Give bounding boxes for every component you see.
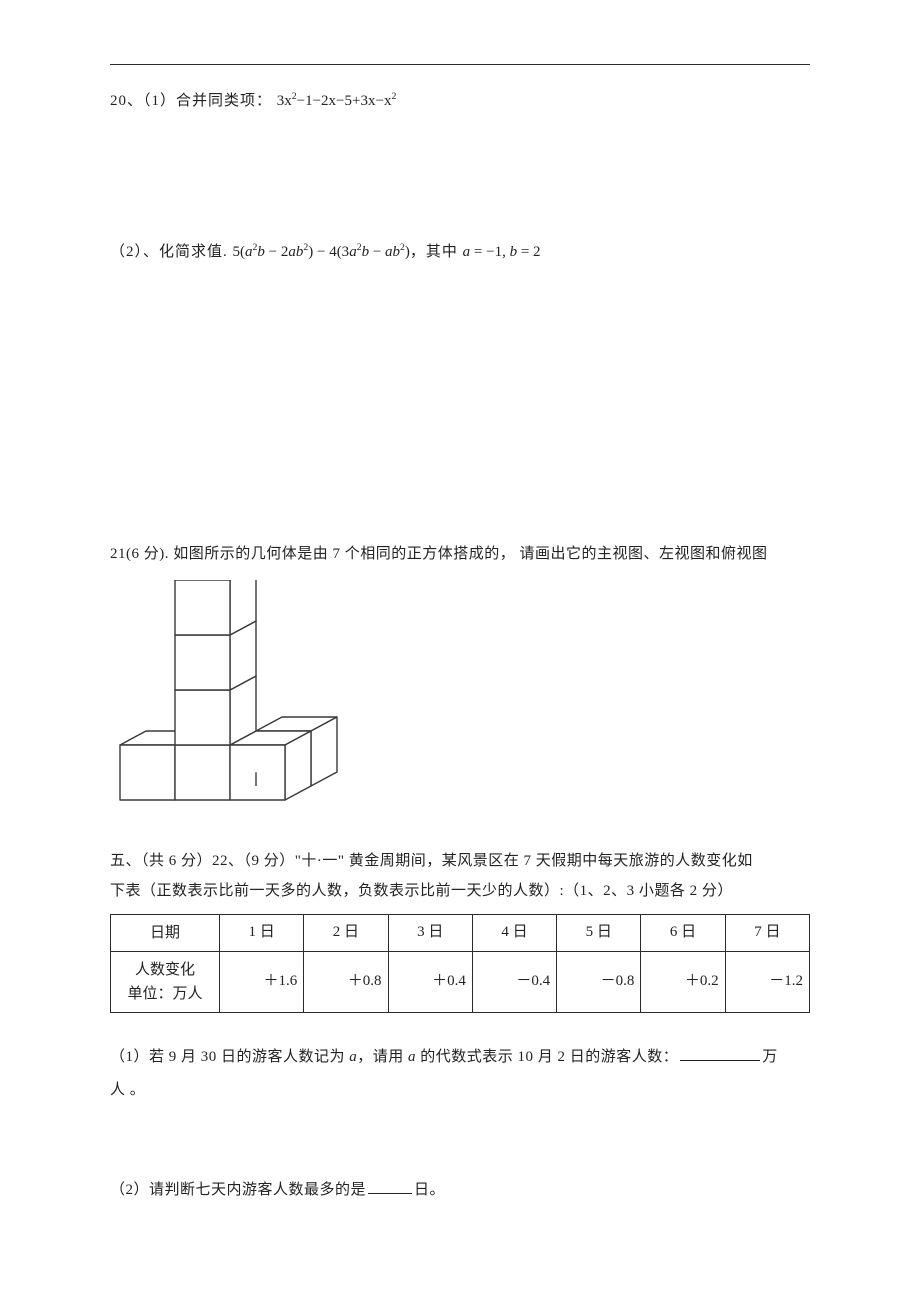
col-day-4: 4 日 bbox=[472, 914, 556, 951]
row-header-change: 人数变化 单位：万人 bbox=[111, 951, 220, 1012]
q22-2-prefix: （2）请判断七天内游客人数最多的是 bbox=[110, 1182, 366, 1198]
blank-answer-1[interactable] bbox=[680, 1046, 760, 1061]
page-top-rule bbox=[110, 64, 810, 65]
q20-2-condition: a = −1, b = 2 bbox=[463, 244, 541, 260]
q22-1-prefix: （1）若 9 月 30 日的游客人数记为 bbox=[110, 1049, 349, 1065]
q22-1-line2: 人 。 bbox=[110, 1082, 145, 1098]
val-day-2: ＋0.8 bbox=[304, 951, 388, 1012]
q20-1-label: 20、（1）合并同类项： bbox=[110, 93, 272, 109]
section-5-intro: 五、（共 6 分）22、（9 分）"十·一" 黄金周期间，某风景区在 7 天假期… bbox=[110, 846, 810, 906]
q20-1-expression: 3x2−1−2x−5+3x−x2 bbox=[277, 93, 397, 109]
q22-2-suffix: 日。 bbox=[414, 1182, 445, 1198]
row-header-line1: 人数变化 bbox=[135, 962, 195, 978]
question-20-2: （2）、化简求值. 5(a2b − 2ab2) − 4(3a2b − ab2)，… bbox=[110, 241, 810, 264]
visitor-change-table: 日期 1 日 2 日 3 日 4 日 5 日 6 日 7 日 人数变化 单位：万… bbox=[110, 914, 810, 1013]
q22-1-mid2: 的代数式表示 10 月 2 日的游客人数： bbox=[416, 1049, 678, 1065]
q22-1-var-a-2: a bbox=[408, 1049, 416, 1065]
row-header-line2: 单位：万人 bbox=[127, 986, 202, 1002]
q20-2-expression: 5(a2b − 2ab2) − 4(3a2b − ab2) bbox=[233, 244, 410, 260]
table-data-row: 人数变化 单位：万人 ＋1.6 ＋0.8 ＋0.4 －0.4 －0.8 ＋0.2… bbox=[111, 951, 810, 1012]
section-5-intro-line2: 下表（正数表示比前一天多的人数，负数表示比前一天少的人数）:（1、2、3 小题各… bbox=[110, 883, 733, 899]
col-day-5: 5 日 bbox=[557, 914, 641, 951]
question-20-1: 20、（1）合并同类项： 3x2−1−2x−5+3x−x2 bbox=[110, 90, 810, 113]
val-day-3: ＋0.4 bbox=[388, 951, 472, 1012]
val-day-5: －0.8 bbox=[557, 951, 641, 1012]
table-header-row: 日期 1 日 2 日 3 日 4 日 5 日 6 日 7 日 bbox=[111, 914, 810, 951]
val-day-6: ＋0.2 bbox=[641, 951, 725, 1012]
question-22-1: （1）若 9 月 30 日的游客人数记为 a，请用 a 的代数式表示 10 月 … bbox=[110, 1041, 810, 1107]
col-day-2: 2 日 bbox=[304, 914, 388, 951]
q22-1-mid: ，请用 bbox=[357, 1049, 408, 1065]
q20-2-cond-prefix: ，其中 bbox=[410, 244, 458, 260]
val-day-4: －0.4 bbox=[472, 951, 556, 1012]
cube-svg bbox=[110, 580, 340, 810]
col-header-date: 日期 bbox=[111, 914, 220, 951]
section-5-intro-line1: 五、（共 6 分）22、（9 分）"十·一" 黄金周期间，某风景区在 7 天假期… bbox=[110, 853, 753, 869]
val-day-1: ＋1.6 bbox=[220, 951, 304, 1012]
col-day-6: 6 日 bbox=[641, 914, 725, 951]
cube-figure bbox=[110, 580, 340, 810]
col-day-1: 1 日 bbox=[220, 914, 304, 951]
col-day-7: 7 日 bbox=[725, 914, 809, 951]
q20-2-label: （2）、化简求值. bbox=[110, 244, 228, 260]
question-21-text: 21(6 分). 如图所示的几何体是由 7 个相同的正方体搭成的， 请画出它的主… bbox=[110, 543, 810, 566]
q22-1-unit-wan: 万 bbox=[762, 1049, 778, 1065]
val-day-7: －1.2 bbox=[725, 951, 809, 1012]
blank-answer-2[interactable] bbox=[368, 1179, 412, 1194]
col-day-3: 3 日 bbox=[388, 914, 472, 951]
question-22-2: （2）请判断七天内游客人数最多的是 日。 bbox=[110, 1179, 810, 1202]
